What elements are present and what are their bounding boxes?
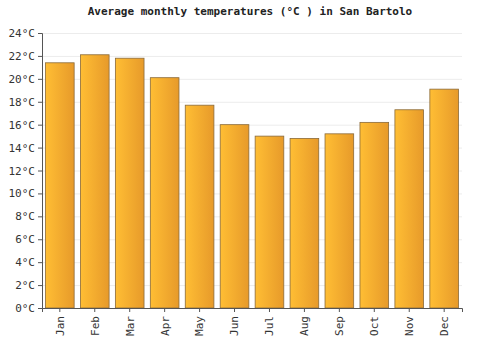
- x-tick: Feb: [89, 308, 102, 336]
- y-tick-label: 16°C: [9, 119, 36, 132]
- x-tick-label: Jul: [263, 316, 276, 336]
- x-tick: Sep: [333, 308, 346, 336]
- x-tick-label: Jun: [228, 316, 241, 336]
- x-tick-mark: [444, 308, 445, 312]
- y-tick-label: 2°C: [15, 279, 35, 292]
- y-tick: 2°C: [15, 279, 42, 292]
- x-tick-mark: [129, 308, 130, 312]
- y-tick-label: 12°C: [9, 165, 36, 178]
- x-tick: Aug: [298, 308, 311, 336]
- y-tick-label: 18°C: [9, 96, 36, 109]
- x-tick-label: May: [193, 316, 206, 336]
- bar: [430, 89, 459, 308]
- y-tick-mark: [38, 79, 42, 80]
- chart: Average monthly temperatures (°C ) in Sa…: [0, 0, 500, 350]
- bar: [325, 134, 354, 308]
- y-tick-mark: [38, 125, 42, 126]
- y-tick-label: 22°C: [9, 50, 36, 63]
- x-tick: Dec: [438, 308, 451, 336]
- y-tick-mark: [38, 193, 42, 194]
- y-tick-label: 0°C: [15, 302, 35, 315]
- chart-title: Average monthly temperatures (°C ) in Sa…: [88, 5, 413, 18]
- y-tick: 4°C: [15, 256, 42, 269]
- x-tick-label: Apr: [158, 316, 171, 336]
- y-tick: 6°C: [15, 233, 42, 246]
- bar: [290, 138, 319, 308]
- x-tick-label: Feb: [89, 316, 102, 336]
- y-tick: 0°C: [15, 302, 42, 315]
- y-tick-label: 14°C: [9, 142, 36, 155]
- y-tick: 20°C: [9, 73, 43, 86]
- bar: [360, 122, 389, 308]
- y-tick-mark: [38, 33, 42, 34]
- x-tick-mark: [164, 308, 165, 312]
- x-axis: Jan Feb Mar Apr May Jun Jul Aug Sep Oct Nov Dec: [43, 308, 463, 336]
- x-tick: Jun: [228, 308, 241, 336]
- y-tick-label: 24°C: [9, 27, 36, 40]
- x-tick-mark: [59, 308, 60, 312]
- x-tick-label: Oct: [368, 316, 381, 336]
- grid-line: [42, 33, 462, 34]
- x-tick: Nov: [403, 308, 416, 336]
- x-tick: Jul: [263, 308, 276, 336]
- x-tick-mark: [199, 308, 200, 312]
- y-tick-mark: [38, 56, 42, 57]
- x-tick-mark: [409, 308, 410, 312]
- bar: [150, 78, 179, 308]
- y-tick: 10°C: [9, 187, 43, 200]
- x-tick-label: Dec: [438, 316, 451, 336]
- x-tick-label: Aug: [298, 316, 311, 336]
- bar: [220, 125, 249, 308]
- y-tick: 12°C: [9, 165, 43, 178]
- x-tick: Mar: [124, 308, 137, 336]
- bar: [115, 58, 144, 308]
- bars: [45, 55, 458, 308]
- x-tick-mark: [94, 308, 95, 312]
- plot: 0°C 2°C 4°C 6°C 8°C 10°C 12°C 14°C 16°C 18°C 20°C 2…: [9, 27, 463, 336]
- x-tick-mark: [269, 308, 270, 312]
- y-axis-line: [38, 34, 43, 309]
- bar: [45, 63, 74, 308]
- y-tick: 24°C: [9, 27, 43, 40]
- y-tick-mark: [38, 308, 42, 309]
- x-tick-mark: [234, 308, 235, 312]
- y-tick-mark: [38, 148, 42, 149]
- x-axis-line: [43, 309, 463, 313]
- x-tick-label: Jan: [54, 316, 67, 336]
- y-axis: 0°C 2°C 4°C 6°C 8°C 10°C 12°C 14°C 16°C 18°C 20°C 2…: [9, 27, 43, 315]
- bar: [395, 110, 424, 308]
- x-tick-label: Nov: [403, 316, 416, 336]
- y-tick-label: 6°C: [15, 233, 35, 246]
- x-tick: Oct: [368, 308, 381, 336]
- y-tick: 18°C: [9, 96, 43, 109]
- x-tick-mark: [339, 308, 340, 312]
- y-tick-mark: [38, 285, 42, 286]
- bar: [80, 55, 109, 308]
- y-tick: 16°C: [9, 119, 43, 132]
- y-tick-label: 8°C: [15, 210, 35, 223]
- bar: [185, 105, 214, 308]
- y-tick-label: 20°C: [9, 73, 36, 86]
- x-tick-label: Sep: [333, 316, 346, 336]
- y-tick-label: 4°C: [15, 256, 35, 269]
- y-tick-mark: [38, 102, 42, 103]
- y-tick: 14°C: [9, 142, 43, 155]
- y-tick: 8°C: [15, 210, 42, 223]
- y-tick: 22°C: [9, 50, 43, 63]
- bar: [255, 136, 284, 308]
- x-tick: May: [193, 308, 206, 336]
- x-tick-mark: [304, 308, 305, 312]
- x-tick: Apr: [158, 308, 171, 336]
- x-tick: Jan: [54, 308, 67, 336]
- x-tick-label: Mar: [124, 316, 137, 336]
- y-tick-mark: [38, 239, 42, 240]
- grid: [42, 34, 462, 309]
- y-tick-mark: [38, 262, 42, 263]
- y-tick-mark: [38, 216, 42, 217]
- y-tick-label: 10°C: [9, 187, 36, 200]
- y-tick-mark: [38, 171, 42, 172]
- x-tick-mark: [374, 308, 375, 312]
